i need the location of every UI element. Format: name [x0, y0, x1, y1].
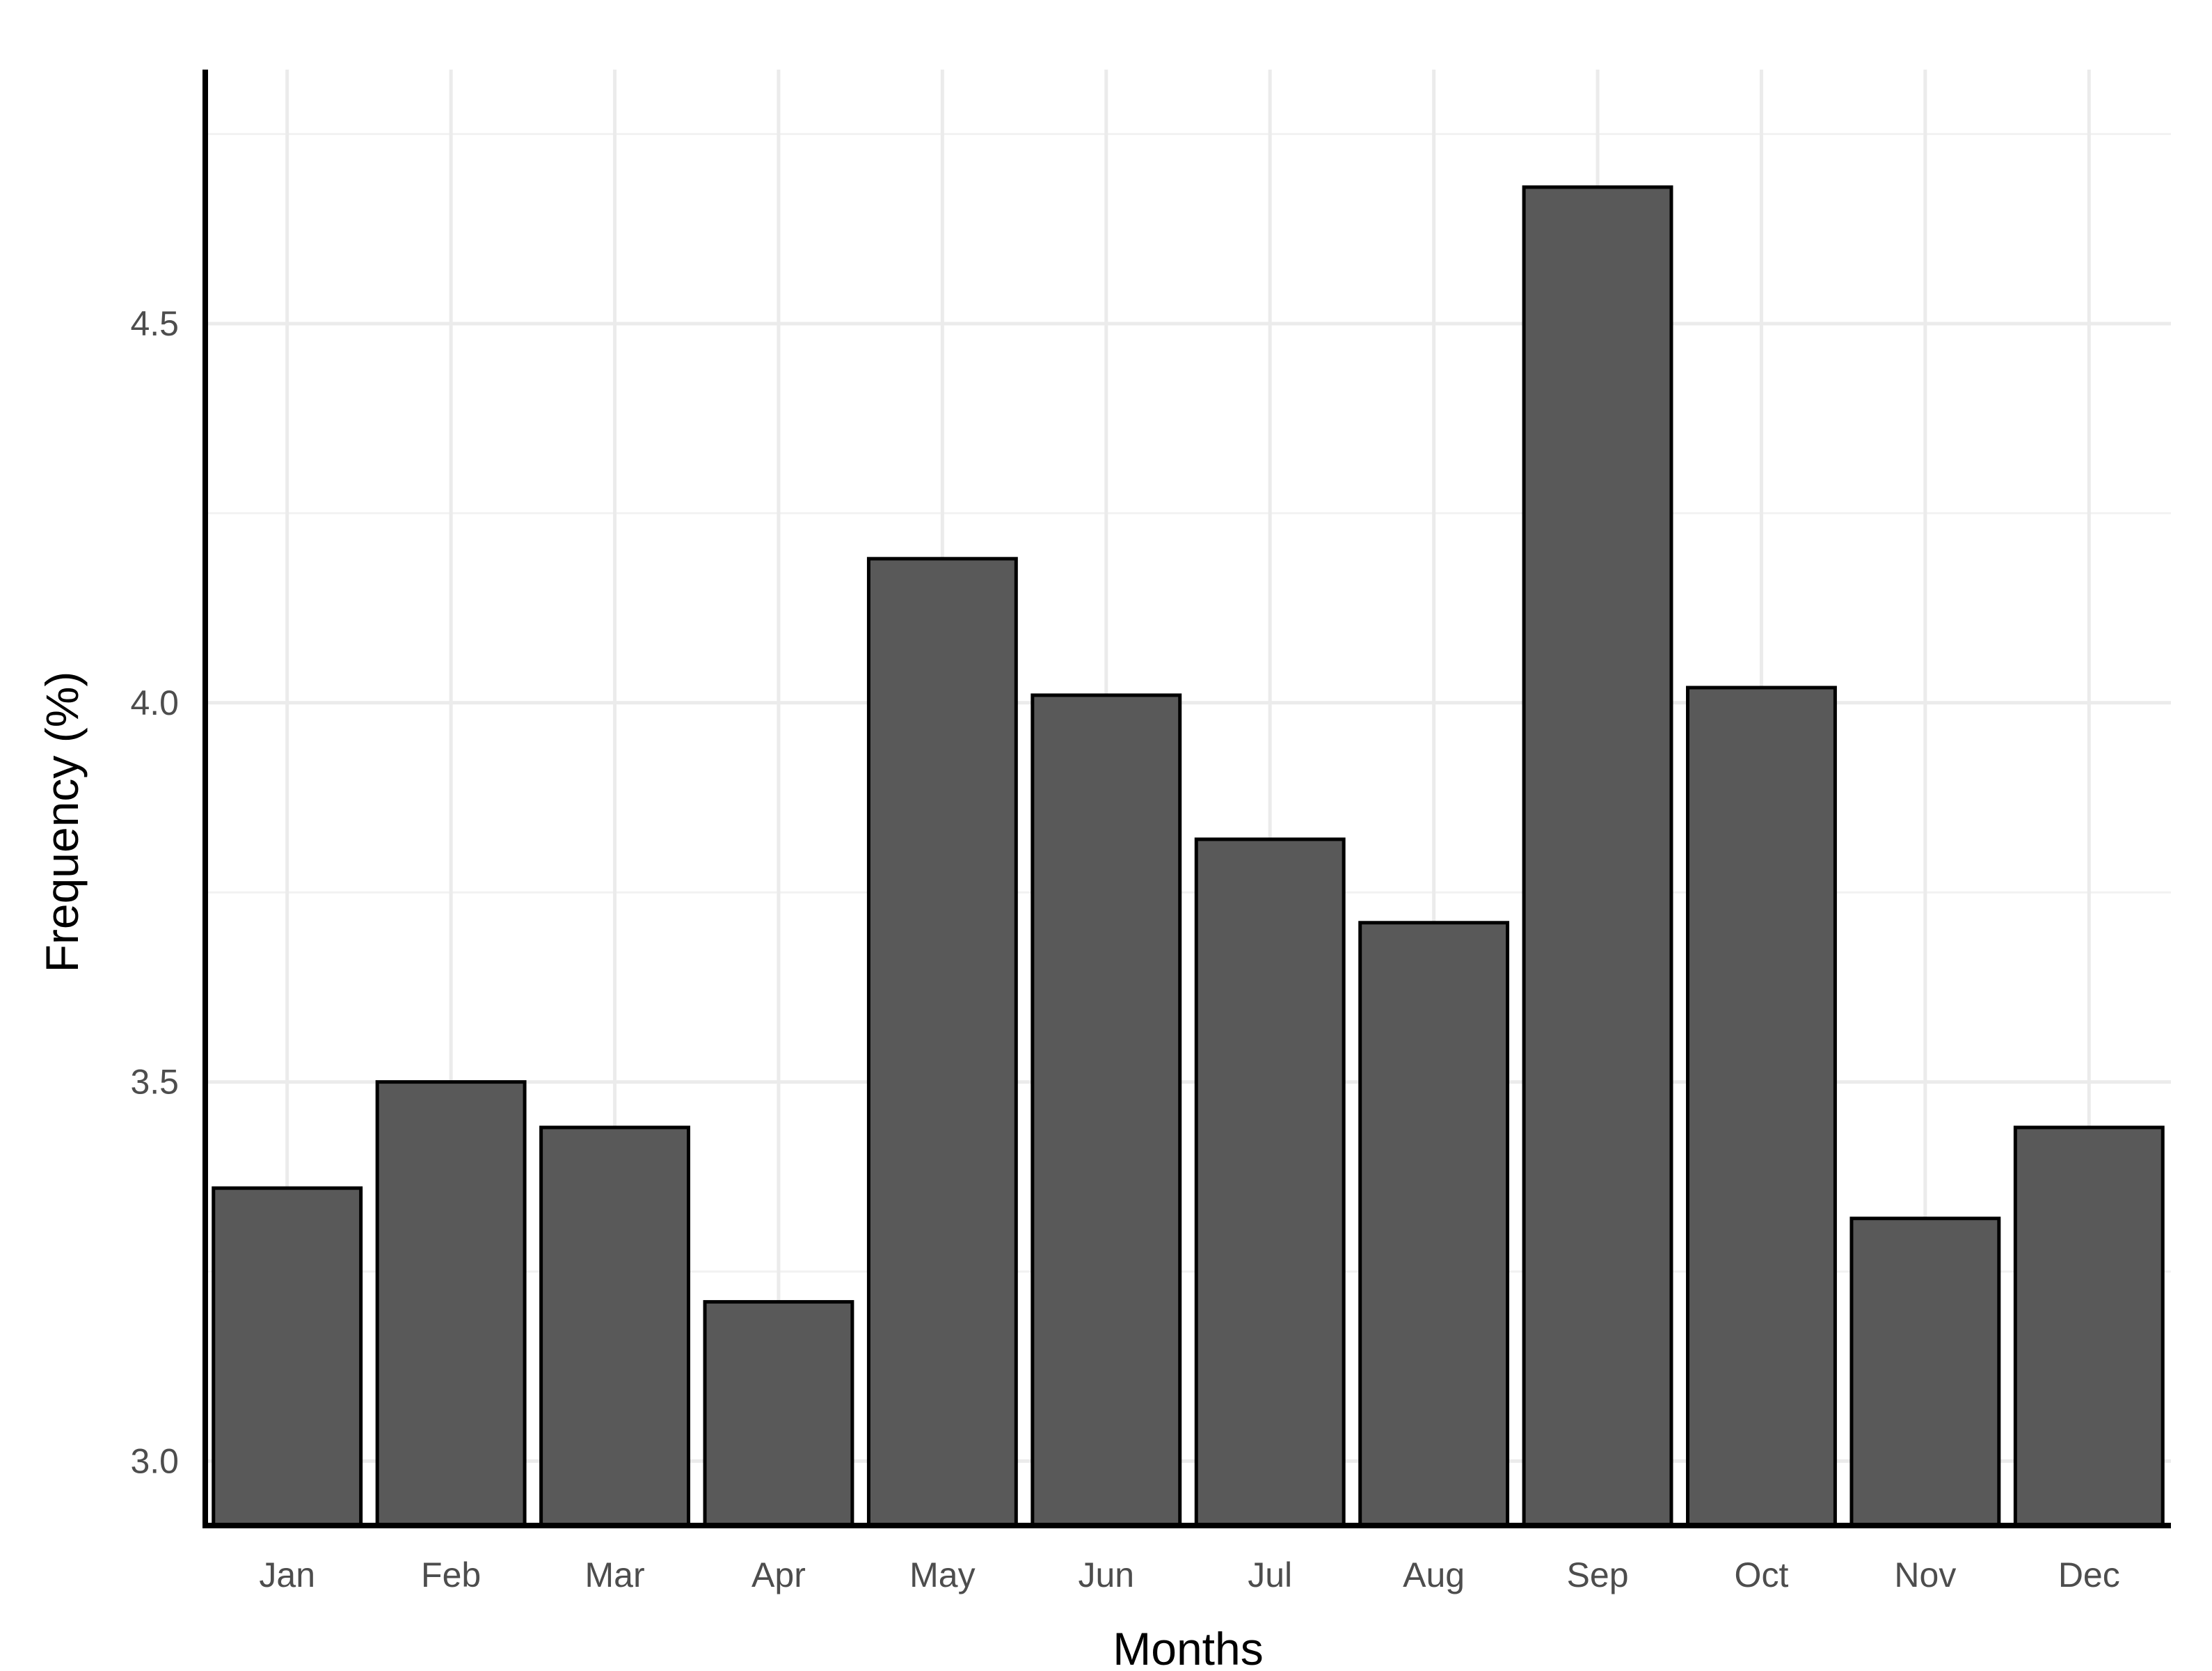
x-axis-title: Months: [1113, 1623, 1263, 1671]
bars: [212, 185, 2165, 1528]
bar-aug: [1358, 921, 1510, 1528]
x-tick-label: Jul: [1248, 1555, 1292, 1594]
bar-jan: [212, 1186, 363, 1528]
x-tick-label: Feb: [421, 1555, 481, 1594]
y-tick-label: 4.5: [130, 304, 179, 343]
bar-may: [866, 557, 1018, 1528]
bar-dec: [2013, 1125, 2165, 1528]
x-tick-label: Nov: [1894, 1555, 1956, 1594]
x-tick-label: Apr: [751, 1555, 806, 1594]
x-tick-label: Mar: [584, 1555, 644, 1594]
x-tick-label: Oct: [1735, 1555, 1789, 1594]
bar-mar: [539, 1125, 690, 1528]
y-tick-label: 4.0: [130, 683, 179, 722]
x-tick-label: Aug: [1403, 1555, 1465, 1594]
axes: [202, 70, 2171, 1528]
y-tick-label: 3.0: [130, 1441, 179, 1480]
bar-jun: [1031, 693, 1182, 1528]
x-tick-labels: Jan Feb Mar Apr May Jun Jul Aug Sep Oct Nov Dec: [259, 1555, 2119, 1594]
x-tick-label: Jun: [1078, 1555, 1134, 1594]
x-tick-label: Jan: [259, 1555, 315, 1594]
y-tick-labels: 3.0 3.5 4.0 4.5: [130, 304, 179, 1480]
bar-feb: [375, 1080, 527, 1528]
x-tick-label: Dec: [2058, 1555, 2120, 1594]
x-tick-label: May: [909, 1555, 975, 1594]
y-axis-title: Frequency (%): [36, 672, 88, 973]
bar-jul: [1194, 837, 1346, 1528]
y-tick-label: 3.5: [130, 1063, 179, 1102]
bar-apr: [703, 1300, 854, 1528]
x-tick-label: Sep: [1567, 1555, 1629, 1594]
bar-sep: [1522, 185, 1673, 1528]
bar-nov: [1849, 1217, 2001, 1528]
bar-oct: [1686, 686, 1837, 1528]
